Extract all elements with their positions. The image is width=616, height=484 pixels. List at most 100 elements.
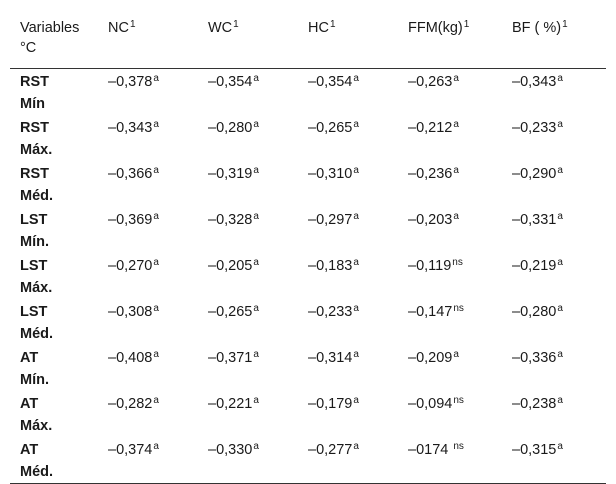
cell-value: –0,308 xyxy=(108,304,153,320)
cell-value: –0,328 xyxy=(208,212,253,228)
correlation-table-container: Variables °C NC1 WC1 HC1 FFM(kg)1 BF ( %… xyxy=(10,6,606,484)
cell-sup: a xyxy=(557,165,563,176)
cell-sup: a xyxy=(153,211,159,222)
cell-value: –0,183 xyxy=(308,258,353,274)
header-sup: 1 xyxy=(233,19,239,30)
row-variable-line2: Máx. xyxy=(20,280,53,296)
cell-value: –0,310 xyxy=(308,166,353,182)
cell-sup: a xyxy=(253,303,259,314)
header-variables-line2: °C xyxy=(20,40,37,56)
cell-value: –0,094 xyxy=(408,396,453,412)
row-variable: LST Máx. xyxy=(10,253,98,299)
cell-wc: –0,319a xyxy=(198,161,298,207)
cell-sup: a xyxy=(153,395,159,406)
cell-sup: a xyxy=(153,303,159,314)
cell-sup: a xyxy=(557,119,563,130)
row-variable: LST Mín. xyxy=(10,207,98,253)
cell-bf: –0,290a xyxy=(502,161,606,207)
cell-ffm: –0174 ns xyxy=(398,437,502,484)
cell-hc: –0,233a xyxy=(298,299,398,345)
cell-sup: a xyxy=(353,211,359,222)
row-variable: RST Méd. xyxy=(10,161,98,207)
cell-bf: –0,233a xyxy=(502,115,606,161)
cell-wc: –0,330a xyxy=(198,437,298,484)
cell-value: –0,282 xyxy=(108,396,153,412)
cell-value: –0,212 xyxy=(408,120,453,136)
cell-sup: a xyxy=(557,441,563,452)
cell-value: –0,179 xyxy=(308,396,353,412)
cell-value: –0,290 xyxy=(512,166,557,182)
cell-sup: a xyxy=(453,73,459,84)
row-variable-line1: RST xyxy=(20,74,49,90)
cell-sup: a xyxy=(153,119,159,130)
cell-sup: ns xyxy=(453,303,464,314)
header-nc: NC1 xyxy=(98,6,198,69)
cell-sup: a xyxy=(353,73,359,84)
cell-hc: –0,277a xyxy=(298,437,398,484)
cell-sup: a xyxy=(253,73,259,84)
table-row: AT Máx. –0,282a –0,221a –0,179a –0,094ns … xyxy=(10,391,606,437)
cell-sup: a xyxy=(453,211,459,222)
header-label: BF ( %) xyxy=(512,20,562,36)
cell-hc: –0,297a xyxy=(298,207,398,253)
row-variable: RST Mín xyxy=(10,69,98,116)
row-variable-line1: LST xyxy=(20,258,48,274)
row-variable-line1: AT xyxy=(20,396,39,412)
cell-ffm: –0,263a xyxy=(398,69,502,116)
cell-wc: –0,328a xyxy=(198,207,298,253)
cell-sup: a xyxy=(557,257,563,268)
cell-value: –0,336 xyxy=(512,350,557,366)
cell-ffm: –0,119ns xyxy=(398,253,502,299)
cell-sup: ns xyxy=(453,441,464,452)
row-variable-line2: Mín xyxy=(20,96,45,112)
table-body: RST Mín –0,378a –0,354a –0,354a –0,263a –… xyxy=(10,69,606,484)
table-row: LST Máx. –0,270a –0,205a –0,183a –0,119ns… xyxy=(10,253,606,299)
cell-bf: –0,343a xyxy=(502,69,606,116)
header-label: NC xyxy=(108,20,129,36)
cell-value: –0,219 xyxy=(512,258,557,274)
cell-wc: –0,221a xyxy=(198,391,298,437)
cell-sup: a xyxy=(253,257,259,268)
cell-bf: –0,280a xyxy=(502,299,606,345)
cell-wc: –0,371a xyxy=(198,345,298,391)
cell-sup: a xyxy=(557,395,563,406)
cell-sup: a xyxy=(153,165,159,176)
table-header: Variables °C NC1 WC1 HC1 FFM(kg)1 BF ( %… xyxy=(10,6,606,69)
cell-sup: a xyxy=(557,73,563,84)
cell-value: –0,371 xyxy=(208,350,253,366)
cell-sup: a xyxy=(453,165,459,176)
cell-sup: a xyxy=(453,349,459,360)
header-label: WC xyxy=(208,20,233,36)
cell-sup: a xyxy=(253,165,259,176)
cell-sup: a xyxy=(253,119,259,130)
cell-nc: –0,408a xyxy=(98,345,198,391)
cell-bf: –0,336a xyxy=(502,345,606,391)
cell-sup: ns xyxy=(452,257,463,268)
header-hc: HC1 xyxy=(298,6,398,69)
cell-value: –0,280 xyxy=(512,304,557,320)
cell-hc: –0,265a xyxy=(298,115,398,161)
cell-sup: a xyxy=(557,211,563,222)
cell-value: –0,319 xyxy=(208,166,253,182)
cell-ffm: –0,094ns xyxy=(398,391,502,437)
cell-value: –0,314 xyxy=(308,350,353,366)
header-variables: Variables °C xyxy=(10,6,98,69)
table-row: RST Mín –0,378a –0,354a –0,354a –0,263a –… xyxy=(10,69,606,116)
cell-sup: a xyxy=(353,165,359,176)
cell-value: –0,277 xyxy=(308,442,353,458)
cell-sup: a xyxy=(153,441,159,452)
row-variable-line1: AT xyxy=(20,350,39,366)
cell-value: –0,209 xyxy=(408,350,453,366)
cell-value: –0,233 xyxy=(512,120,557,136)
row-variable-line2: Máx. xyxy=(20,142,53,158)
cell-sup: a xyxy=(253,349,259,360)
cell-sup: a xyxy=(353,303,359,314)
cell-nc: –0,308a xyxy=(98,299,198,345)
header-sup: 1 xyxy=(562,19,568,30)
row-variable-line2: Méd. xyxy=(20,188,54,204)
cell-sup: a xyxy=(253,211,259,222)
cell-value: –0,354 xyxy=(208,74,253,90)
row-variable-line1: LST xyxy=(20,304,48,320)
cell-ffm: –0,203a xyxy=(398,207,502,253)
table-row: RST Méd. –0,366a –0,319a –0,310a –0,236a … xyxy=(10,161,606,207)
